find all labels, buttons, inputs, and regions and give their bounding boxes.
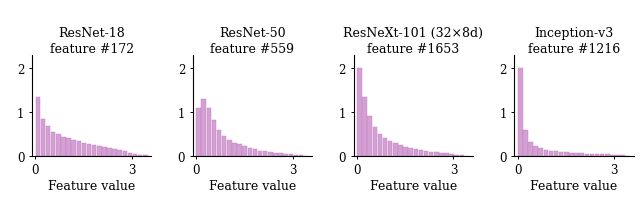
Bar (538, 149, 543, 156)
Bar (118, 150, 122, 156)
Bar (615, 155, 620, 156)
Bar (41, 119, 45, 156)
Bar (398, 145, 403, 156)
Bar (294, 155, 298, 156)
Bar (600, 154, 604, 156)
Bar (227, 140, 232, 156)
Bar (284, 154, 288, 156)
Bar (123, 151, 127, 156)
Bar (454, 155, 459, 156)
Bar (82, 143, 86, 156)
Bar (569, 153, 573, 156)
Bar (543, 150, 548, 156)
Bar (378, 134, 382, 156)
X-axis label: Feature value: Feature value (531, 179, 618, 192)
Bar (595, 154, 599, 156)
Bar (237, 145, 242, 156)
Bar (444, 153, 449, 156)
Bar (61, 137, 66, 156)
Bar (548, 151, 553, 156)
Bar (439, 153, 444, 156)
Bar (253, 149, 257, 156)
Bar (424, 151, 428, 156)
Bar (77, 142, 81, 156)
Bar (243, 146, 247, 156)
Bar (533, 146, 538, 156)
Bar (113, 149, 117, 156)
Bar (263, 152, 268, 156)
Bar (605, 155, 609, 156)
Bar (367, 116, 372, 156)
Bar (273, 153, 278, 156)
Bar (92, 145, 97, 156)
Bar (579, 153, 584, 156)
Bar (372, 128, 377, 156)
Bar (212, 120, 216, 156)
Bar (408, 148, 413, 156)
Bar (449, 154, 454, 156)
X-axis label: Feature value: Feature value (48, 179, 135, 192)
Title: ResNeXt-101 (32×8d)
feature #1653: ResNeXt-101 (32×8d) feature #1653 (343, 27, 483, 56)
Bar (217, 130, 221, 156)
Bar (434, 153, 438, 156)
Bar (554, 152, 558, 156)
Bar (72, 140, 76, 156)
Title: Inception-v3
feature #1216: Inception-v3 feature #1216 (528, 27, 620, 56)
Bar (523, 131, 527, 156)
Bar (357, 69, 362, 156)
Bar (232, 143, 237, 156)
Bar (222, 136, 227, 156)
Bar (429, 152, 433, 156)
Bar (207, 108, 211, 156)
Bar (56, 134, 61, 156)
Bar (383, 138, 387, 156)
X-axis label: Feature value: Feature value (209, 179, 296, 192)
Bar (528, 142, 532, 156)
Bar (559, 152, 563, 156)
Bar (138, 155, 143, 156)
Bar (108, 148, 112, 156)
Bar (589, 154, 594, 156)
Bar (610, 155, 614, 156)
Bar (36, 97, 40, 156)
Bar (574, 153, 579, 156)
Bar (97, 146, 102, 156)
Bar (388, 141, 392, 156)
Bar (67, 139, 71, 156)
Bar (362, 97, 367, 156)
Bar (102, 147, 107, 156)
Bar (518, 69, 522, 156)
Bar (403, 147, 408, 156)
Bar (289, 155, 293, 156)
Bar (413, 149, 418, 156)
Bar (258, 151, 262, 156)
Bar (419, 150, 423, 156)
Bar (46, 126, 51, 156)
Bar (393, 143, 397, 156)
Bar (278, 153, 283, 156)
Bar (584, 154, 589, 156)
Bar (564, 153, 568, 156)
Bar (248, 148, 252, 156)
Bar (202, 99, 206, 156)
Title: ResNet-50
feature #559: ResNet-50 feature #559 (211, 27, 294, 56)
Title: ResNet-18
feature #172: ResNet-18 feature #172 (49, 27, 134, 56)
X-axis label: Feature value: Feature value (369, 179, 457, 192)
Bar (128, 153, 132, 156)
Bar (268, 153, 273, 156)
Bar (87, 144, 92, 156)
Bar (51, 132, 56, 156)
Bar (133, 155, 138, 156)
Bar (196, 108, 201, 156)
